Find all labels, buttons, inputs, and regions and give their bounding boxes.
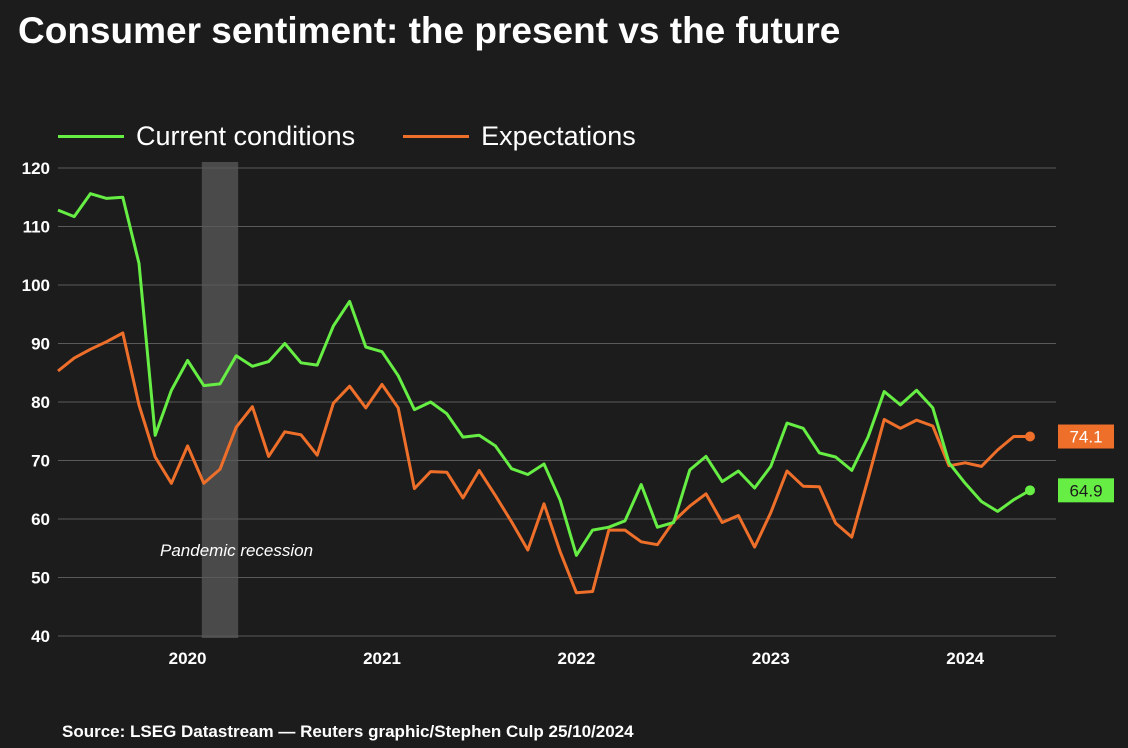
source-note: Source: LSEG Datastream — Reuters graphi… <box>62 722 634 741</box>
legend-swatch-current <box>58 134 124 138</box>
legend: Current conditions Expectations <box>58 118 684 154</box>
end-point-current-conditions <box>1025 485 1035 496</box>
end-label-expectations: 74.1 <box>1069 428 1102 447</box>
series-line-expectations <box>57 331 1030 595</box>
legend-item-expectations: Expectations <box>403 121 636 152</box>
annotation-pandemic-recession: Pandemic recession <box>160 541 313 560</box>
legend-label-current: Current conditions <box>136 120 356 151</box>
y-tick-label-110: 110 <box>23 218 50 237</box>
y-tick-label-90: 90 <box>31 335 50 354</box>
legend-swatch-expectations <box>403 134 470 138</box>
x-tick-label-2020: 2020 <box>169 649 207 668</box>
x-tick-label-2021: 2021 <box>363 649 401 668</box>
y-tick-label-50: 50 <box>31 569 50 588</box>
recession-band <box>201 162 239 638</box>
chart-title: Consumer sentiment: the present vs the f… <box>18 10 841 51</box>
legend-label-expectations: Expectations <box>481 120 636 151</box>
end-label-box-current-conditions <box>1058 478 1114 503</box>
y-tick-label-100: 100 <box>22 276 50 295</box>
x-tick-label-2023: 2023 <box>752 649 790 668</box>
y-tick-label-80: 80 <box>31 393 50 412</box>
end-label-box-expectations <box>1058 424 1114 449</box>
end-label-current-conditions: 64.9 <box>1069 481 1102 500</box>
x-tick-label-2022: 2022 <box>557 649 595 668</box>
x-tick-label-2024: 2024 <box>946 649 984 668</box>
series-line-current-conditions <box>57 192 1031 557</box>
y-tick-label-40: 40 <box>31 627 50 646</box>
end-point-expectations <box>1025 431 1035 442</box>
y-tick-label-70: 70 <box>31 452 50 471</box>
y-tick-label-60: 60 <box>31 510 50 529</box>
y-tick-label-120: 120 <box>22 159 50 178</box>
legend-item-current: Current conditions <box>58 121 355 152</box>
